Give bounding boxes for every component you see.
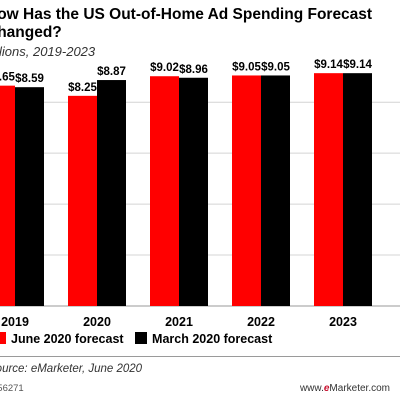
brand-prefix: www. (299, 383, 324, 394)
bar-2021-march (179, 77, 208, 306)
legend-item-june: June 2020 forecast (0, 332, 124, 346)
bar-2020-june (68, 95, 97, 306)
brand-link[interactable]: www.eMarketer.com (300, 383, 390, 394)
data-label-2022-june: $9.05 (232, 61, 261, 73)
data-label-2019-june: $8.65 (0, 72, 15, 84)
data-label-2023-march: $9.14 (343, 59, 372, 71)
brand-rest: Marketer.com (329, 383, 390, 394)
bar-2022-june (232, 75, 261, 306)
x-tick-2019: 2019 (1, 315, 29, 329)
bar-2023-march (343, 73, 372, 306)
bar-chart: $8.65$8.59 2019 $8.25$8.87 2020 $9.02$8.96 20… (0, 59, 400, 329)
x-tick-2022: 2022 (247, 315, 275, 329)
data-label-2019-march: $8.59 (15, 73, 44, 85)
legend-item-march: March 2020 forecast (135, 332, 272, 346)
legend-swatch-march (135, 332, 148, 344)
chart-subtitle: billions, 2019-2023 (0, 44, 96, 59)
source-note: Source: eMarketer, June 2020 (0, 363, 143, 375)
x-tick-2020: 2020 (83, 315, 111, 329)
x-tick-2023: 2023 (329, 315, 357, 329)
data-label-2021-june: $9.02 (150, 62, 179, 74)
chart-title: How Has the US Out-of-Home Ad Spending F… (0, 6, 373, 41)
data-label-2021-march: $8.96 (179, 64, 208, 76)
data-label-2020-march: $8.87 (97, 66, 126, 78)
bar-2019-june (0, 85, 15, 306)
bar-2021-june (150, 76, 179, 306)
chart-id: 256271 (0, 383, 24, 394)
data-label-2020-june: $8.25 (68, 82, 97, 94)
legend-label-march: March 2020 forecast (152, 332, 273, 346)
legend: June 2020 forecast March 2020 forecast (0, 332, 280, 346)
bar-2023-june (314, 73, 343, 306)
bar-2019-march (15, 87, 44, 306)
legend-label-june: June 2020 forecast (11, 332, 124, 346)
data-label-2022-march: $9.05 (261, 61, 290, 73)
x-tick-2021: 2021 (165, 315, 193, 329)
footer-divider (0, 356, 400, 357)
bar-2022-march (261, 75, 290, 306)
bar-2020-march (97, 80, 126, 306)
legend-swatch-june (0, 332, 6, 344)
brand-e: e (323, 383, 330, 394)
data-label-2023-june: $9.14 (314, 59, 343, 71)
